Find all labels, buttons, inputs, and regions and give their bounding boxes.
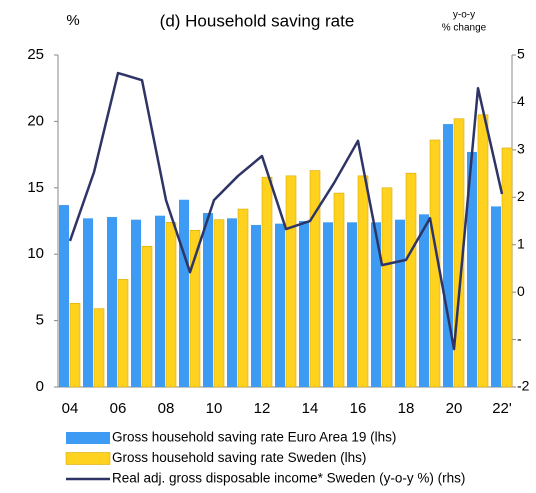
x-tick-label: 18 — [398, 400, 415, 417]
bar — [179, 199, 189, 387]
y2-tick-label: 4 — [517, 93, 525, 109]
bar — [189, 229, 201, 388]
y-tick-label: 15 — [27, 179, 44, 196]
bar — [333, 192, 345, 388]
chart-title: (d) Household saving rate — [160, 11, 355, 30]
bar — [227, 218, 237, 387]
y2-tick-label: 3 — [517, 141, 525, 157]
bar — [131, 219, 141, 387]
legend-swatch — [66, 432, 110, 444]
bar — [107, 217, 117, 387]
line — [68, 71, 504, 351]
bar — [237, 208, 249, 388]
bar — [213, 219, 225, 388]
x-tick-label: 10 — [206, 400, 223, 417]
y2-tick-label: -2 — [517, 378, 530, 394]
y2-tick-label: - — [517, 330, 522, 346]
bar — [467, 151, 477, 387]
bar — [251, 224, 261, 387]
y2-axis-label: % change — [442, 23, 487, 34]
x-tick-label: 04 — [62, 400, 79, 417]
y2-tick-label: 5 — [517, 46, 525, 62]
y-tick-label: 20 — [27, 112, 44, 129]
y-tick-label: 0 — [36, 378, 44, 395]
bar — [165, 222, 177, 388]
bar — [491, 206, 501, 387]
bar — [203, 213, 213, 387]
x-tick-label: 12 — [254, 400, 271, 417]
y-tick-label: 25 — [27, 46, 44, 63]
y2-tick-label: 0 — [517, 283, 525, 299]
y-tick-label: 5 — [36, 312, 44, 329]
legend-label: Gross household saving rate Sweden (lhs) — [112, 450, 366, 465]
x-tick-label: 06 — [110, 400, 127, 417]
bar — [357, 175, 369, 388]
bar — [429, 139, 441, 388]
y-axis-label: % — [66, 12, 79, 29]
bar — [285, 175, 297, 388]
bar — [347, 222, 357, 387]
bar — [69, 303, 81, 388]
bar — [371, 222, 381, 387]
x-tick-label: 16 — [350, 400, 367, 417]
x-tick-label: 22' — [492, 400, 512, 417]
legend-label: Gross household saving rate Euro Area 19… — [112, 430, 396, 445]
legend-label: Real adj. gross disposable income* Swede… — [112, 471, 465, 486]
bar — [59, 205, 69, 387]
bar — [117, 279, 129, 388]
y2-tick-label: 1 — [517, 235, 525, 251]
bar — [323, 222, 333, 387]
bar — [477, 114, 489, 388]
bar — [381, 187, 393, 388]
bar — [443, 124, 453, 387]
y2-tick-label: 2 — [517, 188, 525, 204]
bar — [93, 308, 105, 388]
x-tick-label: 08 — [158, 400, 175, 417]
bar — [83, 218, 93, 387]
bar — [299, 221, 309, 387]
bar — [405, 172, 417, 388]
bar — [155, 215, 165, 387]
x-tick-label: 14 — [302, 400, 319, 417]
legend-swatch — [65, 452, 111, 465]
bar — [419, 214, 429, 387]
y2-axis-label: y-o-y — [453, 10, 475, 21]
bar — [275, 223, 285, 387]
x-tick-label: 20 — [446, 400, 463, 417]
bar — [501, 147, 513, 388]
bar — [395, 219, 405, 387]
y-tick-label: 10 — [27, 245, 44, 262]
bar — [261, 176, 273, 388]
bar — [141, 245, 153, 388]
bar — [309, 170, 321, 388]
